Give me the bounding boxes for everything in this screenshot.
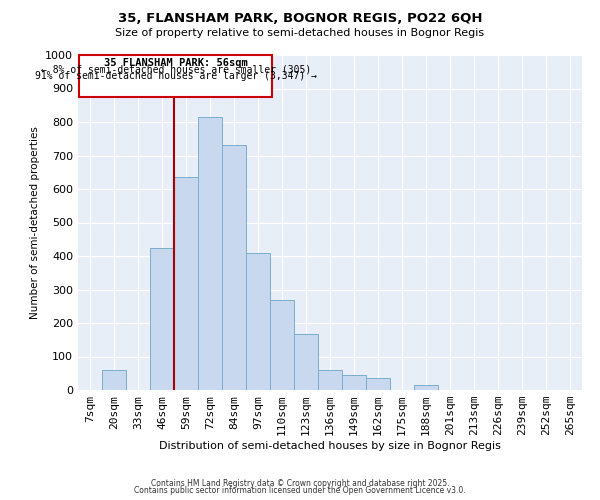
Bar bbox=[246, 252, 270, 390]
Bar bbox=[150, 248, 174, 390]
Text: 91% of semi-detached houses are larger (3,347) →: 91% of semi-detached houses are larger (… bbox=[35, 71, 317, 81]
Y-axis label: Number of semi-detached properties: Number of semi-detached properties bbox=[29, 126, 40, 319]
Bar bbox=[270, 300, 294, 390]
Bar bbox=[222, 146, 246, 390]
Text: 35 FLANSHAM PARK: 56sqm: 35 FLANSHAM PARK: 56sqm bbox=[104, 58, 248, 68]
Bar bbox=[318, 370, 342, 390]
Bar bbox=[198, 117, 222, 390]
FancyBboxPatch shape bbox=[79, 55, 272, 97]
Bar bbox=[414, 385, 438, 390]
Text: ← 8% of semi-detached houses are smaller (305): ← 8% of semi-detached houses are smaller… bbox=[41, 64, 311, 74]
Bar bbox=[102, 370, 126, 390]
Bar bbox=[294, 334, 318, 390]
Bar bbox=[174, 178, 198, 390]
Text: Contains public sector information licensed under the Open Government Licence v3: Contains public sector information licen… bbox=[134, 486, 466, 495]
Text: Size of property relative to semi-detached houses in Bognor Regis: Size of property relative to semi-detach… bbox=[115, 28, 485, 38]
Text: 35, FLANSHAM PARK, BOGNOR REGIS, PO22 6QH: 35, FLANSHAM PARK, BOGNOR REGIS, PO22 6Q… bbox=[118, 12, 482, 26]
Text: Contains HM Land Registry data © Crown copyright and database right 2025.: Contains HM Land Registry data © Crown c… bbox=[151, 478, 449, 488]
Bar bbox=[342, 375, 366, 390]
X-axis label: Distribution of semi-detached houses by size in Bognor Regis: Distribution of semi-detached houses by … bbox=[159, 441, 501, 451]
Bar bbox=[366, 378, 390, 390]
